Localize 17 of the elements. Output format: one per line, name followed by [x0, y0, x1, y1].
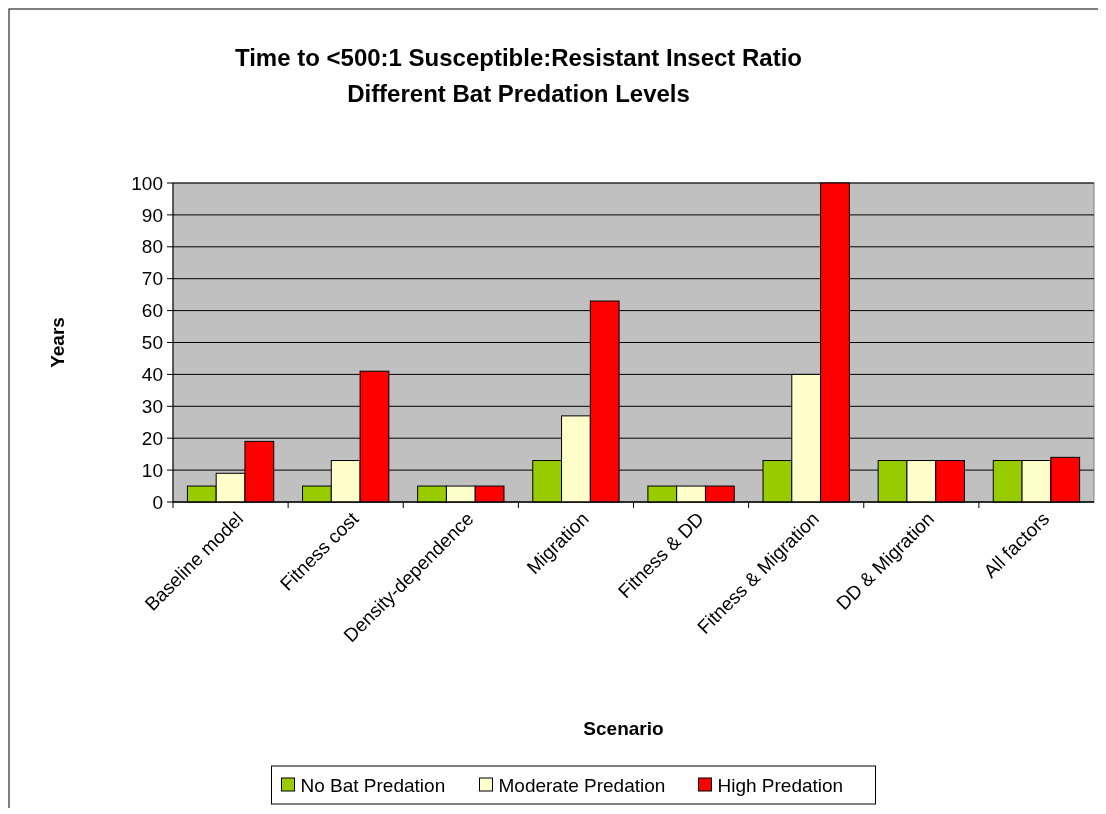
y-tick-label: 60 [141, 300, 163, 322]
y-tick-label: 0 [152, 491, 163, 513]
y-tick-label: 80 [141, 236, 163, 258]
chart-title: Time to <500:1 Susceptible:Resistant Insect Ratio Different Bat Predation Levels [234, 44, 803, 107]
y-tick-label: 50 [141, 332, 163, 354]
y-tick-label: 20 [141, 427, 163, 449]
y-tick-label: 10 [141, 459, 163, 481]
legend-label: Moderate Predation [498, 774, 666, 796]
y-tick-label: 30 [141, 395, 163, 417]
legend-label: No Bat Predation [300, 774, 446, 796]
y-tick-label: 70 [141, 268, 163, 290]
y-tick-label: 90 [141, 204, 163, 226]
legend-label: High Predation [717, 774, 844, 796]
y-axis-title: Years [47, 317, 68, 368]
y-tick-label: 100 [131, 172, 163, 194]
x-axis-title: Scenario [583, 718, 664, 739]
y-tick-label: 40 [141, 364, 163, 386]
